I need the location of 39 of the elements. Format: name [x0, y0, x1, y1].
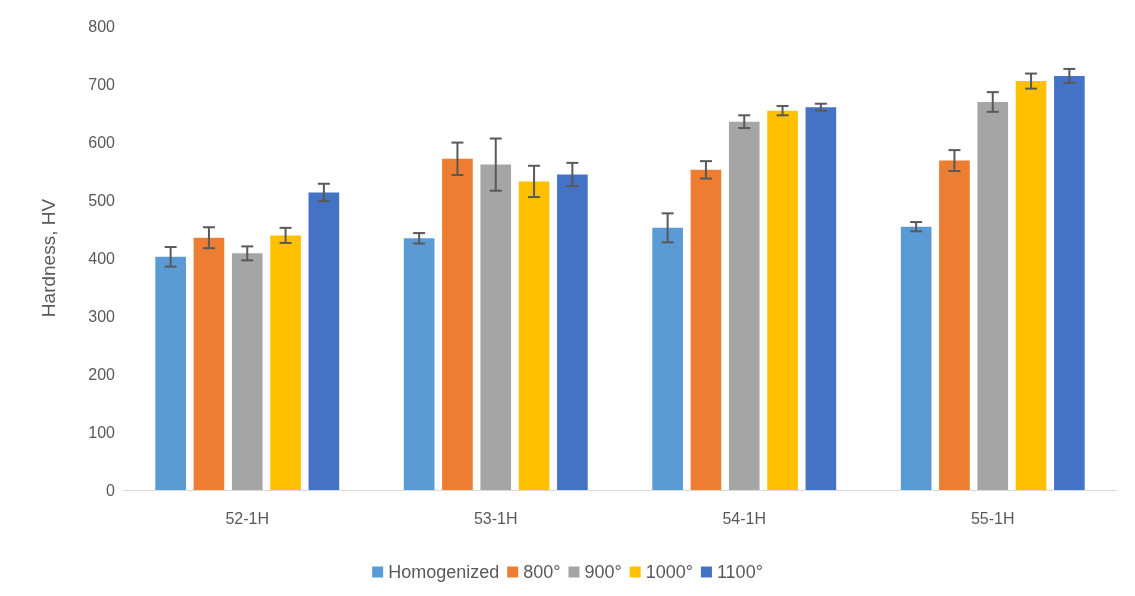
y-tick-label: 400	[88, 249, 116, 267]
bar	[900, 226, 932, 490]
y-tick-label: 700	[88, 75, 116, 93]
bar	[155, 256, 186, 490]
bar	[480, 164, 512, 490]
bar	[270, 235, 301, 490]
legend-label: 800°	[523, 562, 561, 582]
bar	[308, 192, 340, 490]
legend-label: 1100°	[716, 562, 763, 582]
y-tick-label: 500	[88, 191, 116, 209]
bar	[977, 101, 1009, 490]
bar	[805, 107, 837, 490]
bar	[1015, 81, 1047, 490]
bar	[767, 110, 798, 490]
y-tick-label: 200	[88, 365, 116, 383]
legend-label: Homogenized	[388, 562, 500, 582]
x-tick-label: 52-1H	[225, 509, 270, 527]
y-tick-label: 300	[88, 307, 116, 325]
y-tick-label: 600	[88, 133, 116, 151]
bar	[939, 160, 970, 490]
bar	[193, 237, 225, 490]
bar	[442, 158, 473, 490]
bar	[728, 121, 760, 490]
x-tick-label: 55-1H	[970, 509, 1015, 527]
bar	[690, 169, 722, 490]
x-tick-label: 54-1H	[722, 509, 767, 527]
y-tick-label: 0	[106, 481, 116, 499]
legend-label: 900°	[584, 562, 622, 582]
x-tick-label: 53-1H	[473, 509, 518, 527]
y-axis-title: Hardness, HV	[38, 198, 59, 318]
bar	[557, 174, 588, 490]
y-tick-label: 100	[88, 423, 116, 441]
legend-label: 1000°	[645, 562, 693, 582]
bar	[518, 181, 550, 490]
bar	[403, 238, 435, 490]
y-tick-label: 800	[88, 17, 116, 35]
bar	[1054, 75, 1085, 490]
bar	[231, 253, 263, 490]
bar	[652, 227, 683, 490]
